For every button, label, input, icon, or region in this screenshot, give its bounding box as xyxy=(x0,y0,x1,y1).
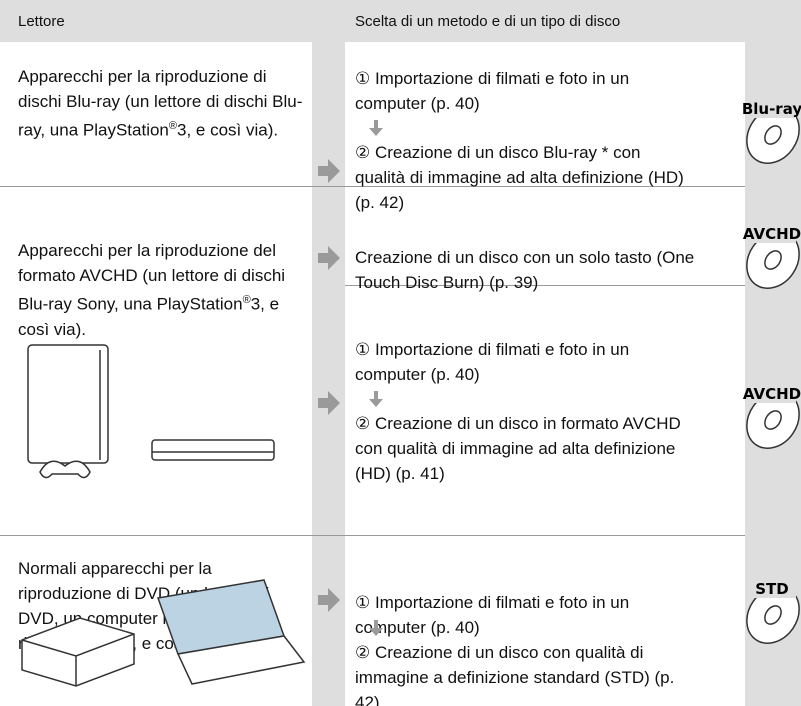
player-device xyxy=(151,439,275,461)
console xyxy=(27,344,109,464)
down-arrow xyxy=(369,620,383,636)
disc-label-bg xyxy=(746,385,796,403)
step: ② Creazione di un disco con qualità di i… xyxy=(355,643,675,706)
laptop-base xyxy=(176,635,306,685)
disc-hole xyxy=(764,410,782,430)
disc-hole xyxy=(764,125,782,145)
step: ① Importazione di filmati e foto in un c… xyxy=(355,340,630,384)
disc-icon: AVCHD xyxy=(743,385,801,449)
player-text: Apparecchi per la riproduzione del forma… xyxy=(18,241,286,339)
disc-label: AVCHD xyxy=(743,225,801,243)
arrows xyxy=(318,120,383,636)
disc-label-bg xyxy=(746,225,796,243)
step: ② Creazione di un disco Blu-ray * con qu… xyxy=(355,143,684,212)
disc-label-bg xyxy=(746,100,796,118)
header-col1: Lettore xyxy=(18,13,65,30)
row-divider xyxy=(0,186,745,187)
step: ① Importazione di filmati e foto in un c… xyxy=(355,593,630,637)
disc-icon: STD xyxy=(746,580,800,644)
row-divider xyxy=(345,285,745,286)
right-arrow xyxy=(318,391,340,415)
down-arrow xyxy=(369,391,383,407)
controller xyxy=(39,460,91,479)
player-text: Apparecchi per la riproduzione di dischi… xyxy=(18,67,303,140)
down-arrow xyxy=(369,120,383,136)
header-bar xyxy=(0,0,801,42)
disc-label-bg xyxy=(746,580,796,598)
right-arrow xyxy=(318,159,340,183)
disc-hole xyxy=(764,250,782,270)
disc-hole xyxy=(764,605,782,625)
header-col2: Scelta di un metodo e di un tipo di disc… xyxy=(355,13,621,30)
step: ① Importazione di filmati e foto in un c… xyxy=(355,69,630,113)
dvd-player-edge xyxy=(21,633,135,686)
row-divider xyxy=(0,535,745,536)
disc-icon: AVCHD xyxy=(743,225,801,289)
right-arrow xyxy=(318,246,340,270)
dvd-player xyxy=(21,617,135,687)
disc-label: AVCHD xyxy=(743,385,801,403)
right-arrow xyxy=(318,588,340,612)
device-illustrations xyxy=(21,344,306,687)
step: ② Creazione di un disco in formato AVCHD… xyxy=(355,414,681,483)
disc-icon: Blu-ray xyxy=(742,100,801,164)
disc-label: Blu-ray xyxy=(742,100,801,118)
disc-label: STD xyxy=(755,580,789,598)
step: Creazione di un disco con un solo tasto … xyxy=(355,248,695,292)
